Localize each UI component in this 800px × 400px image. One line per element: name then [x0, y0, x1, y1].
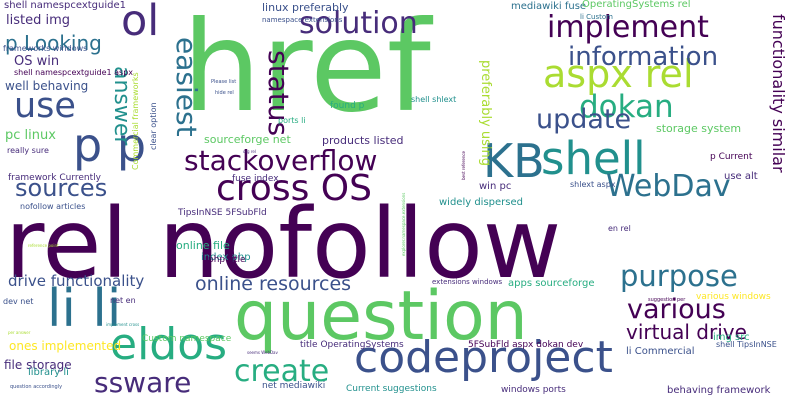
word-net-mediawiki: net mediawiki	[262, 381, 326, 391]
word-really-sure: really sure	[7, 146, 49, 155]
word-li-custom: li Custom	[580, 13, 613, 21]
word-pc-linux: pc linux	[5, 128, 56, 143]
word-reference-point: reference point	[28, 243, 59, 248]
word-cross-os: cross OS	[216, 168, 372, 209]
word-found-p: found p	[330, 101, 365, 111]
word-best-reference: best reference	[461, 150, 466, 180]
word-custom-namespace: Custom namespace	[142, 334, 232, 344]
word-hide-rel: hide rel	[215, 90, 234, 96]
word-create: create	[234, 354, 330, 389]
word-p-p: p p	[73, 118, 147, 172]
word-storage-system: storage system	[656, 122, 742, 135]
word-framework-currently: framework Currently	[8, 173, 101, 183]
word-nofollow-articles: nofollow articles	[20, 202, 86, 211]
word-commercial-frameworks: Commercial frameworks	[131, 72, 140, 170]
word-en-rel: en rel	[608, 224, 631, 233]
word-shell-tipsinnse: shell TipsInNSE	[716, 340, 777, 349]
word-sourceforge-net: sourceforge net	[204, 133, 291, 146]
word-ol: ol	[121, 0, 160, 46]
word-various: various	[627, 294, 726, 325]
word-clear-option: clear option	[149, 102, 158, 150]
word-ssware: ssware	[94, 366, 192, 399]
word-frameworks-windows: frameworks windows	[3, 44, 88, 53]
word-preferably-using: preferably using	[478, 60, 493, 166]
word-solution: solution	[299, 6, 418, 41]
word-ones-implemented: ones implemented	[9, 339, 122, 353]
word-please-list: Please list	[211, 79, 237, 85]
word-dokan: dokan	[579, 89, 674, 125]
word-li-li: li li	[47, 279, 122, 339]
word-implement: implement	[547, 10, 709, 45]
word-implement-cross: implement cross	[106, 322, 140, 327]
word-os-win: OS win	[14, 54, 60, 69]
word-org-rel: org rel	[243, 149, 256, 154]
word-online-file: online file	[176, 239, 230, 252]
word-php-title: php title	[208, 255, 246, 265]
word-dev-net: dev net	[3, 297, 34, 306]
word-linux-preferably: linux preferably	[262, 1, 349, 14]
word-answer: answer	[109, 66, 134, 146]
word-use: use	[14, 86, 76, 126]
word-5fsubfld-aspx-dokan-dev: 5FSubFld aspx dokan dev	[468, 340, 584, 350]
word-operatingsystems-rel: OperatingSystems rel	[582, 0, 691, 10]
word-kb: KB	[483, 134, 545, 188]
word-question-accordingly: question accordingly	[10, 384, 63, 390]
word-file-storage: file storage	[4, 358, 72, 372]
word-fuse-index: fuse index	[232, 174, 279, 184]
word-shell-namespcextguide1: shell namespcextguide1	[4, 0, 126, 11]
word-href: href	[182, 0, 431, 140]
word-li-commercial: li Commercial	[626, 346, 695, 357]
word-question: question	[234, 277, 528, 356]
word-win-pc: win pc	[479, 181, 512, 192]
word-easiest: easiest	[170, 37, 203, 137]
word-shell: shell	[541, 132, 646, 185]
word-well-behaving: well behaving	[5, 79, 89, 93]
word-per-answer: per answer	[8, 330, 31, 335]
word-p-current: p Current	[710, 152, 753, 162]
word-mediawiki-fuse: mediawiki fuse	[511, 1, 587, 12]
word-various-windows: various windows	[696, 292, 771, 302]
word-information: information	[568, 42, 719, 72]
word-virtual-drive: virtual drive	[626, 320, 747, 344]
word-behaving-framework: behaving framework	[667, 385, 771, 396]
word-shell-namespcextguide1-aspx: shell namespcextguide1 aspx	[14, 68, 134, 77]
word-library-li: library li	[28, 367, 69, 378]
word-extensions-windows: extensions windows	[432, 278, 503, 286]
word-namespace-extensions: namespace extensions	[262, 16, 343, 24]
word-online-resources: online resources	[195, 273, 352, 295]
word-suggestion-per: suggestion per	[648, 297, 686, 303]
word-img-src: img src	[713, 332, 750, 343]
word-purpose: purpose	[620, 259, 738, 293]
word-net-en: net en	[110, 296, 136, 305]
word-widely-dispersed: widely dispersed	[439, 197, 523, 208]
word-codeproject: codeproject	[354, 332, 613, 383]
word-ports-li: ports li	[278, 116, 306, 125]
word-update: update	[536, 104, 632, 135]
word-stackoverflow: stackoverflow	[184, 144, 378, 177]
word-sources: sources	[15, 174, 108, 202]
word-index-php: index php	[201, 252, 251, 263]
word-rel-nofollow: rel nofollow	[5, 188, 562, 300]
word-windows-ports: windows ports	[501, 385, 566, 395]
word-tipsinnse-5fsubfld: TipsInNSE 5FSubFld	[178, 208, 267, 218]
word-functionality-similar: functionality similar	[769, 14, 788, 173]
word-title-operatingsystems: title OperatingSystems	[300, 340, 404, 350]
word-webdav: WebDav	[606, 169, 731, 204]
word-aspx-rel: aspx rel	[543, 52, 694, 96]
word-p-looking: p Looking	[5, 31, 102, 55]
word-use-alt: use alt	[724, 171, 758, 182]
word-apps-sourceforge: apps sourceforge	[508, 278, 595, 289]
word-listed-img: listed img	[6, 13, 71, 28]
word-current-suggestions: Current suggestions	[346, 384, 437, 394]
word-eldos: eldos	[110, 319, 228, 370]
word-explorer-namespace-extensions: explorer.namespace.extensions	[401, 192, 406, 256]
word-shell-shlext: shell shlext	[411, 95, 457, 104]
word-drive-functionality: drive functionality	[8, 272, 145, 290]
word-seems-webdav: seems WebDav	[247, 350, 278, 355]
word-products-listed: products listed	[322, 134, 404, 147]
word-shlext-aspx: shlext aspx	[570, 180, 616, 189]
